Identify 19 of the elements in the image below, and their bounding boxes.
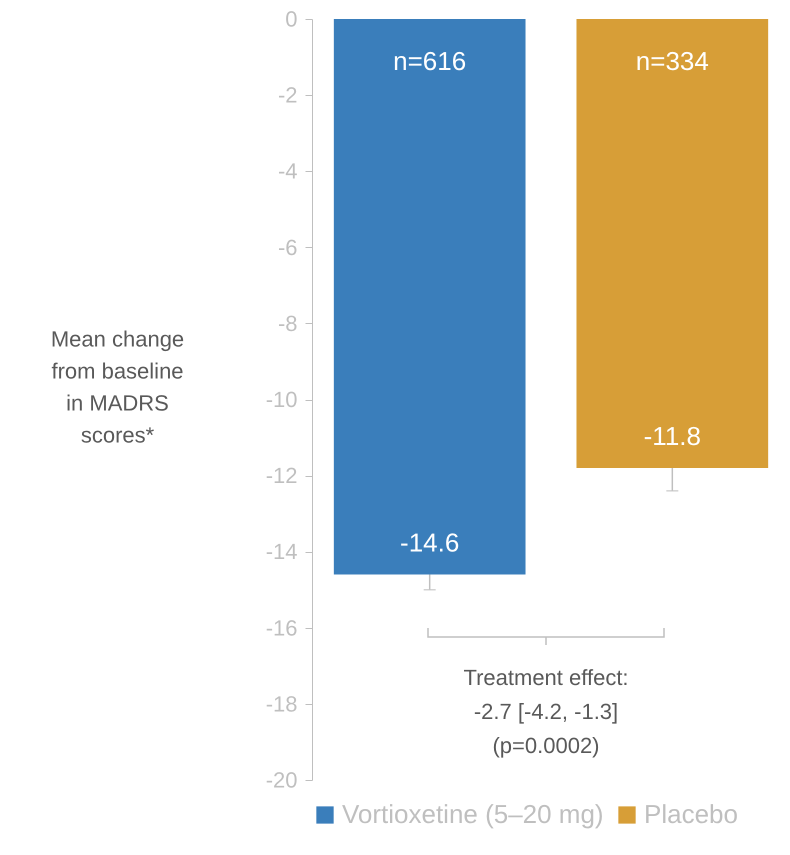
y-tick-label: -6 (278, 234, 298, 260)
y-tick-label: -8 (278, 310, 298, 336)
y-tick-label: -16 (266, 615, 298, 640)
y-tick-label: -2 (278, 82, 298, 108)
y-tick-label: -12 (266, 463, 298, 488)
y-tick-label: -18 (266, 691, 298, 716)
y-axis-title: Mean change from baseline in MADRS scores* (50, 326, 184, 448)
y-tick-label: -14 (266, 539, 298, 564)
legend-label: Placebo (644, 799, 738, 829)
annotation: n=334 (636, 46, 709, 76)
data-label: -11.8 (644, 420, 701, 451)
legend-label: Vortioxetine (5–20 mg) (342, 799, 604, 829)
data-label: -14.6 (400, 528, 460, 558)
y-tick-label: -10 (266, 387, 298, 412)
annotation: Treatment effect: -2.7 [-4.2, -1.3] (p=0.0002) (463, 665, 629, 758)
y-tick-label: -4 (278, 158, 298, 184)
annotation: n=616 (393, 46, 466, 76)
y-tick-label: 0 (285, 6, 298, 32)
y-tick-label: -20 (266, 768, 298, 792)
